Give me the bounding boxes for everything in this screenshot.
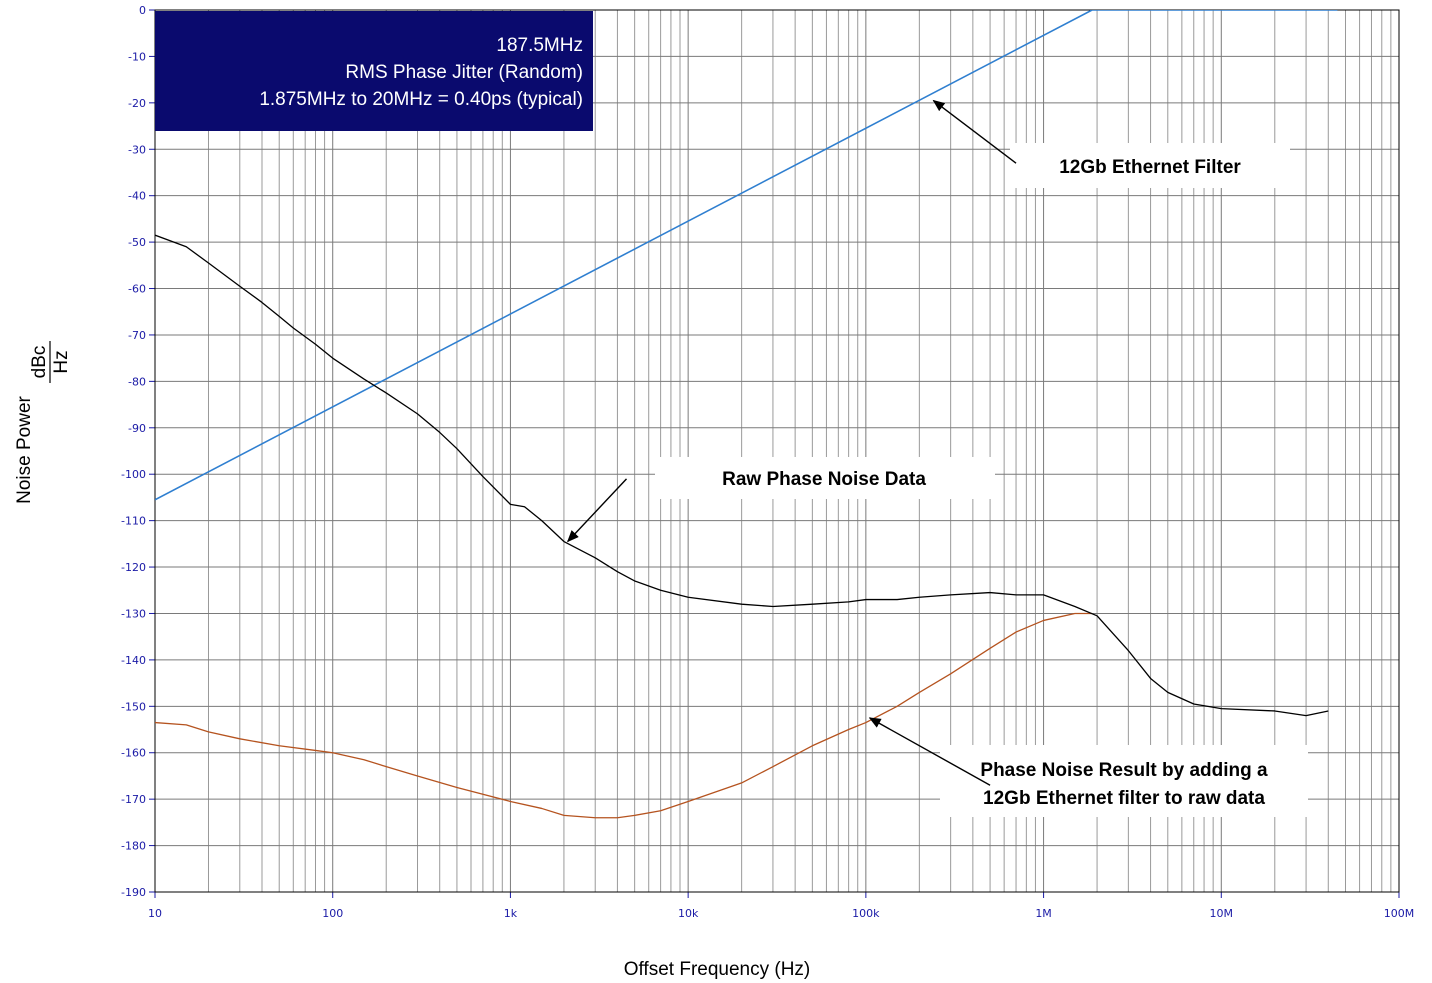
- annotation-arrow-result: [868, 717, 991, 786]
- x-axis-title: Offset Frequency (Hz): [624, 959, 811, 980]
- annotation-filter: 12Gb Ethernet Filter: [1010, 143, 1290, 188]
- x-tick-label: 100M: [1384, 907, 1415, 920]
- y-tick-label: -180: [121, 840, 146, 853]
- y-tick-label: -20: [128, 97, 146, 110]
- grid-lines: [154, 9, 1399, 893]
- y-tick-label: -90: [128, 422, 146, 435]
- info-box-line-1: 187.5MHz: [496, 35, 583, 56]
- y-tick-label: -170: [121, 793, 146, 806]
- x-tick-label: 10: [148, 907, 162, 920]
- y-tick-label: -120: [121, 561, 146, 574]
- y-tick-label: -150: [121, 700, 146, 713]
- y-tick-label: -50: [128, 236, 146, 249]
- series-line-result: [155, 612, 1093, 819]
- annotation-filter-text: 12Gb Ethernet Filter: [1059, 157, 1241, 178]
- y-axis-title: Noise Power: [14, 395, 35, 503]
- y-tick-label: -40: [128, 190, 146, 203]
- annotation-result-text-line-2: 12Gb Ethernet filter to raw data: [983, 788, 1265, 809]
- x-tick-label: 100k: [852, 907, 880, 920]
- x-tick-label: 10M: [1210, 907, 1234, 920]
- info-box-line-2: RMS Phase Jitter (Random): [345, 62, 583, 83]
- x-tick-label: 100: [322, 907, 343, 920]
- tick-labels: 0 -10 -20 -30 -40 -50 -60 -70 -80 -90 -100 -110 -120…: [121, 4, 1414, 920]
- y-tick-label: -30: [128, 143, 146, 156]
- y-tick-label: -190: [121, 886, 146, 899]
- annotation-arrow-raw: [567, 478, 628, 543]
- annotation-raw-text: Raw Phase Noise Data: [722, 469, 926, 490]
- info-box: 187.5MHz RMS Phase Jitter (Random) 1.875…: [155, 11, 593, 131]
- y-tick-label: -110: [121, 515, 146, 528]
- series-line-filter: [155, 10, 1338, 501]
- x-tick-label: 1k: [504, 907, 518, 920]
- annotation-result-box: [940, 745, 1308, 817]
- x-tick-label: 1M: [1035, 907, 1052, 920]
- info-box-line-3: 1.875MHz to 20MHz = 0.40ps (typical): [259, 89, 583, 110]
- y-axis-unit-numerator: dBc: [29, 346, 50, 379]
- series-line-raw: [155, 234, 1329, 717]
- y-tick-label: -10: [128, 50, 146, 63]
- y-axis-unit-denominator: Hz: [51, 350, 72, 373]
- annotation-filter-box: [1010, 143, 1290, 188]
- y-tick-label: -140: [121, 654, 146, 667]
- series-lines: [155, 10, 1338, 819]
- plot-frame: [154, 9, 1400, 893]
- y-tick-label: -80: [128, 375, 146, 388]
- annotation-result-text-line-1: Phase Noise Result by adding a: [980, 760, 1268, 781]
- x-tick-label: 10k: [678, 907, 699, 920]
- y-tick-label: 0: [139, 4, 146, 17]
- annotation-raw: Raw Phase Noise Data: [655, 457, 995, 499]
- annotation-arrow-filter: [932, 99, 1017, 164]
- y-tick-label: -60: [128, 283, 146, 296]
- annotation-raw-box: [655, 457, 995, 499]
- annotation-result: Phase Noise Result by adding a 12Gb Ethe…: [940, 745, 1308, 817]
- y-tick-label: -130: [121, 607, 146, 620]
- y-tick-label: -100: [121, 468, 146, 481]
- y-tick-label: -160: [121, 747, 146, 760]
- info-box-background: [155, 11, 593, 131]
- annotation-arrows: [567, 99, 1017, 786]
- y-tick-label: -70: [128, 329, 146, 342]
